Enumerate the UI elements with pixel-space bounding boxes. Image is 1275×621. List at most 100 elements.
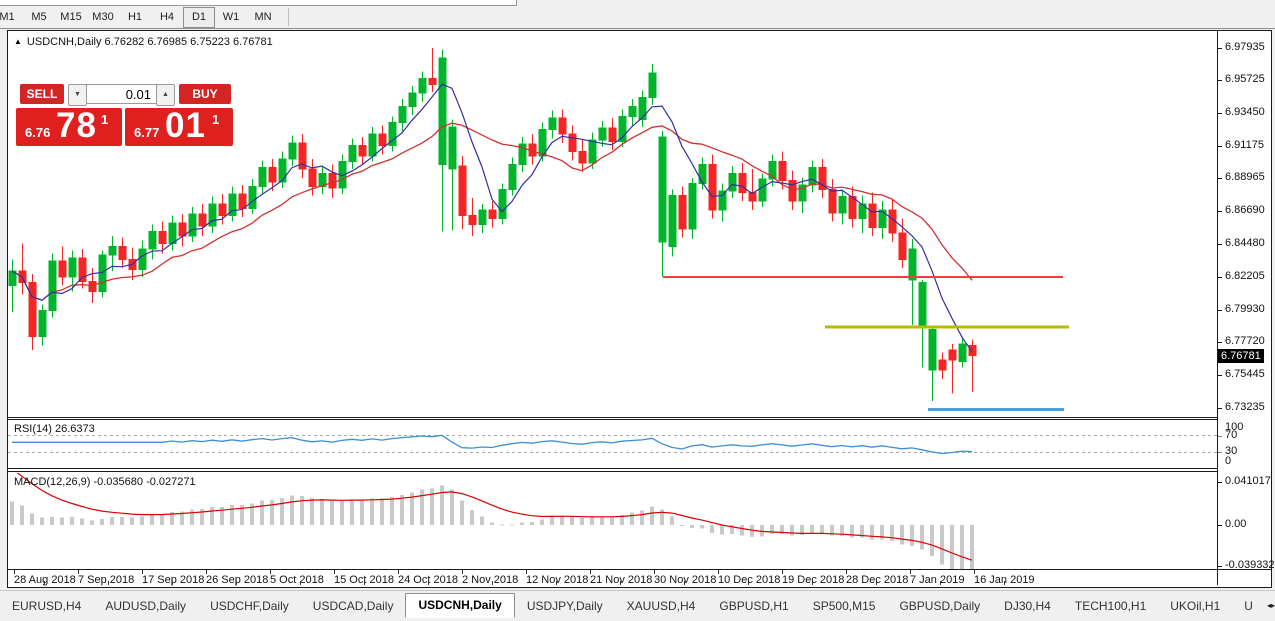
date-tick-mark	[556, 581, 557, 585]
tabs-scroll-right-button[interactable]: ▸	[1271, 598, 1275, 614]
price-tick-label: 6.73235	[1225, 401, 1265, 413]
chart-tab-U[interactable]: U	[1232, 596, 1265, 617]
toolbar-separator	[288, 8, 289, 26]
buy-price-sup: 1	[212, 112, 219, 127]
date-tick-mark	[620, 581, 621, 585]
rsi-tick-label: 70	[1225, 429, 1237, 441]
chart-tab-USDCHF-Daily[interactable]: USDCHF,Daily	[198, 596, 301, 617]
price-tick-label: 6.82205	[1225, 270, 1265, 282]
sell-price-sup: 1	[101, 112, 108, 127]
date-tick-mark	[108, 581, 109, 585]
sell-price-panel[interactable]: 6.76 78 1	[16, 108, 122, 146]
macd-tick-dash	[1218, 482, 1222, 483]
chart-title-text: USDCNH,Daily 6.76282 6.76985 6.75223 6.7…	[27, 36, 273, 48]
sell-price-small: 6.76	[25, 125, 50, 140]
buy-price-panel[interactable]: 6.77 01 1	[125, 108, 233, 146]
chart-tab-USDCAD-Daily[interactable]: USDCAD,Daily	[301, 596, 406, 617]
date-tick-mark	[1004, 581, 1005, 585]
price-tick-dash	[1218, 277, 1222, 278]
date-label: 7 Sep 2018	[78, 574, 134, 586]
price-tick-dash	[1218, 178, 1222, 179]
price-tick-dash	[1218, 408, 1222, 409]
date-label: 12 Nov 2018	[526, 574, 588, 586]
toolbar-separator	[0, 28, 1275, 29]
date-label: 5 Oct 2018	[270, 574, 324, 586]
price-tick-dash	[1218, 310, 1222, 311]
price-tick-label: 6.84480	[1225, 237, 1265, 249]
timeframe-button-M1[interactable]: M1	[0, 7, 23, 28]
rsi-label: RSI(14) 26.6373	[14, 423, 95, 435]
price-tick-dash	[1218, 80, 1222, 81]
date-label: 26 Sep 2018	[206, 574, 268, 586]
date-tick-mark	[812, 581, 813, 585]
price-tick-label: 6.77720	[1225, 335, 1265, 347]
macd-tick-label: -0.039332	[1225, 559, 1275, 571]
chart-tab-SP500-M15[interactable]: SP500,M15	[801, 596, 888, 617]
collapse-triangle-icon[interactable]: ▲	[14, 38, 22, 46]
date-label: 7 Jan 2019	[910, 574, 964, 586]
date-tick-mark	[876, 581, 877, 585]
date-tick-mark	[44, 581, 45, 585]
current-price-tag: 6.76781	[1218, 349, 1264, 363]
chart-tab-EURUSD-H4[interactable]: EURUSD,H4	[0, 596, 93, 617]
price-tick-label: 6.86690	[1225, 204, 1265, 216]
volume-decrease-button[interactable]: ▼	[68, 84, 87, 106]
date-label: 28 Dec 2018	[846, 574, 908, 586]
timeframe-button-H1[interactable]: H1	[119, 7, 151, 28]
chart-tab-USDJPY-Daily[interactable]: USDJPY,Daily	[515, 596, 615, 617]
chart-tab-GBPUSD-H1[interactable]: GBPUSD,H1	[707, 596, 800, 617]
panel-border	[8, 471, 1217, 472]
chart-window: ▲ USDCNH,Daily 6.76282 6.76985 6.75223 6…	[7, 30, 1272, 588]
panel-border	[8, 468, 1217, 469]
timeframe-button-M5[interactable]: M5	[23, 7, 55, 28]
chart-tab-TECH100-H1[interactable]: TECH100,H1	[1063, 596, 1158, 617]
timeframe-button-MN[interactable]: MN	[247, 7, 279, 28]
panel-border	[8, 569, 1272, 570]
price-tick-label: 6.97935	[1225, 41, 1265, 53]
chart-tab-GBPUSD-Daily[interactable]: GBPUSD,Daily	[887, 596, 992, 617]
timeframe-button-M15[interactable]: M15	[55, 7, 87, 28]
macd-tick-dash	[1218, 525, 1222, 526]
rsi-tick-dash	[1218, 436, 1222, 437]
timeframe-button-W1[interactable]: W1	[215, 7, 247, 28]
price-tick-label: 6.88965	[1225, 171, 1265, 183]
price-tick-label: 6.79930	[1225, 303, 1265, 315]
price-tick-dash	[1218, 342, 1222, 343]
date-tick-mark	[748, 581, 749, 585]
chart-tab-UKOil-H1[interactable]: UKOil,H1	[1158, 596, 1232, 617]
timeframe-button-H4[interactable]: H4	[151, 7, 183, 28]
price-tick-dash	[1218, 375, 1222, 376]
date-tick-mark	[492, 581, 493, 585]
buy-button[interactable]: BUY	[179, 84, 231, 104]
timeframe-button-M30[interactable]: M30	[87, 7, 119, 28]
buy-price-big: 01	[165, 106, 206, 146]
price-tick-label: 6.91175	[1225, 139, 1264, 151]
chart-tab-XAUUSD-H4[interactable]: XAUUSD,H4	[615, 596, 708, 617]
date-tick-mark	[364, 581, 365, 585]
date-tick-mark	[236, 581, 237, 585]
sell-button[interactable]: SELL	[20, 84, 64, 104]
rsi-indicator-canvas[interactable]	[8, 420, 1217, 468]
date-label: 10 Dec 2018	[718, 574, 780, 586]
volume-increase-button[interactable]: ▲	[156, 84, 175, 106]
chart-tab-USDCNH-Daily[interactable]: USDCNH,Daily	[405, 593, 514, 618]
one-click-trade-widget: SELL ▼ ▲ BUY 6.76 78 1 6.77 01 1	[12, 53, 238, 147]
rsi-tick-dash	[1218, 452, 1222, 453]
date-tick-mark	[172, 581, 173, 585]
date-label: 2 Nov 2018	[462, 574, 518, 586]
timeframe-button-D1[interactable]: D1	[183, 7, 215, 28]
chart-tab-DJ30-H4[interactable]: DJ30,H4	[992, 596, 1063, 617]
rsi-tick-label: 0	[1225, 455, 1231, 467]
buy-price-small: 6.77	[134, 125, 159, 140]
macd-label: MACD(12,26,9) -0.035680 -0.027271	[14, 476, 196, 488]
price-tick-dash	[1218, 146, 1222, 147]
date-label: 30 Nov 2018	[654, 574, 716, 586]
price-tick-label: 6.93450	[1225, 106, 1265, 118]
chart-tab-AUDUSD-Daily[interactable]: AUDUSD,Daily	[93, 596, 198, 617]
date-tick-mark	[428, 581, 429, 585]
sell-price-big: 78	[56, 106, 97, 146]
volume-input[interactable]	[86, 84, 158, 104]
price-tick-dash	[1218, 244, 1222, 245]
